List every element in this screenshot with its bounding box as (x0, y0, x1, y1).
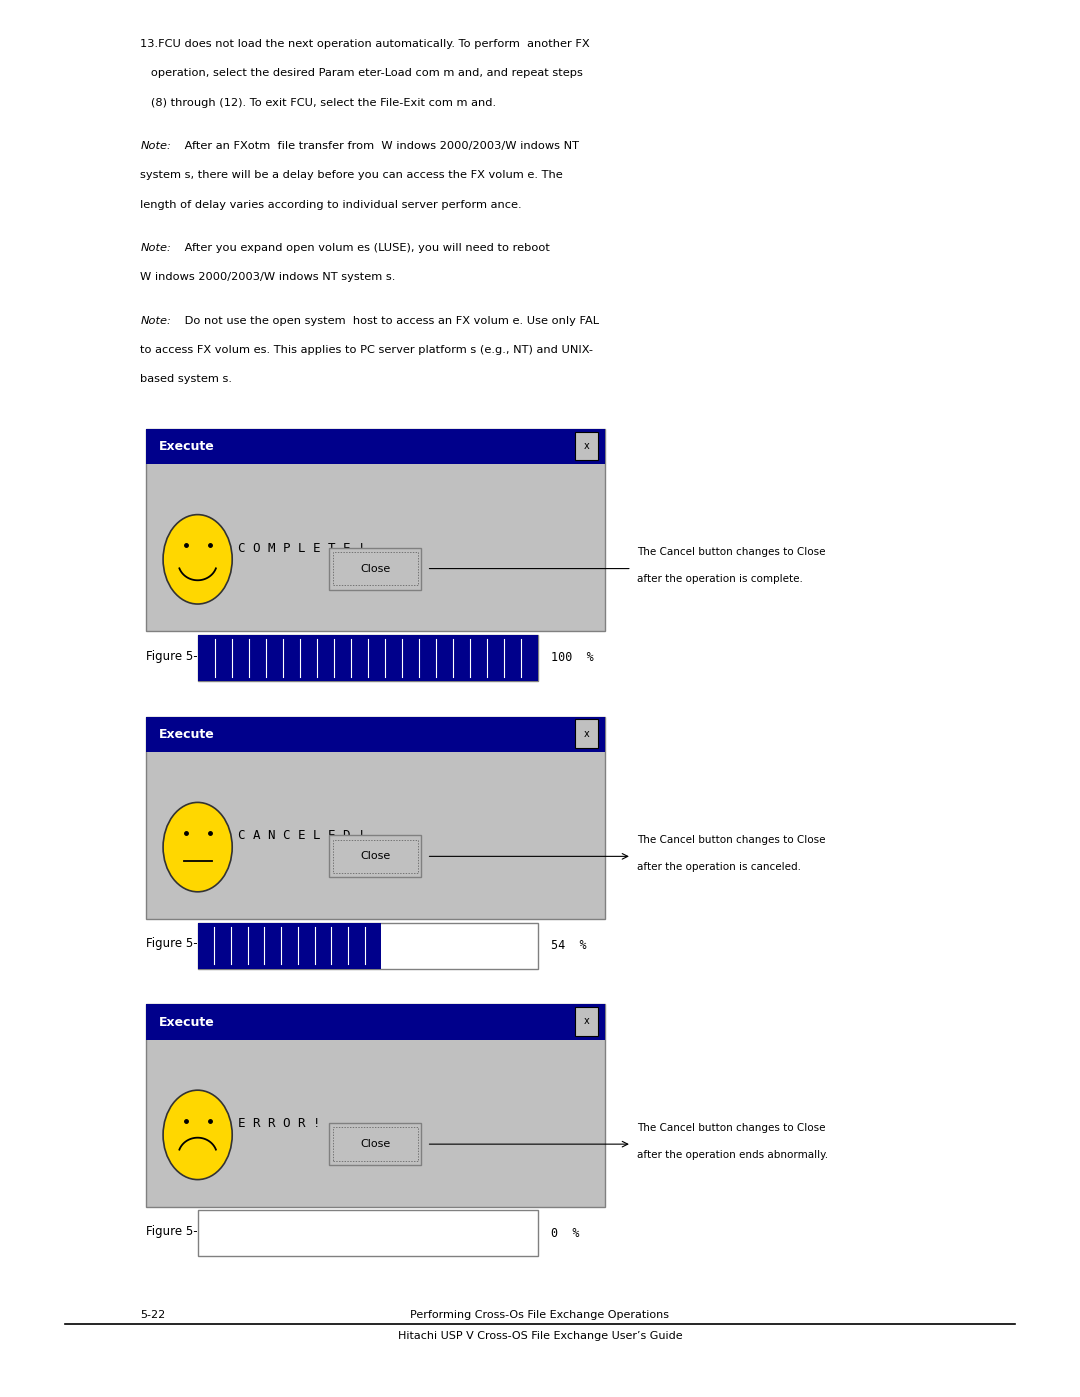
Text: length of delay varies according to individual server perform ance.: length of delay varies according to indi… (140, 200, 522, 210)
FancyBboxPatch shape (198, 922, 538, 968)
Circle shape (163, 1090, 232, 1179)
Text: 100  %: 100 % (551, 651, 594, 665)
Text: Execute: Execute (159, 728, 215, 740)
FancyBboxPatch shape (146, 1004, 605, 1207)
Text: after the operation is canceled.: after the operation is canceled. (637, 862, 801, 872)
FancyBboxPatch shape (198, 634, 538, 680)
FancyBboxPatch shape (575, 1007, 598, 1035)
Circle shape (163, 802, 232, 891)
Text: to access FX volum es. This applies to PC server platform s (e.g., NT) and UNIX-: to access FX volum es. This applies to P… (140, 345, 593, 355)
Text: operation, select the desired Param eter-Load com m and, and repeat steps: operation, select the desired Param eter… (140, 68, 583, 78)
FancyBboxPatch shape (329, 835, 421, 877)
Text: After an FXotm  file transfer from  W indows 2000/2003/W indows NT: After an FXotm file transfer from W indo… (181, 141, 580, 151)
Text: The Cancel button changes to Close: The Cancel button changes to Close (637, 548, 826, 557)
FancyBboxPatch shape (198, 1210, 538, 1256)
FancyBboxPatch shape (146, 717, 605, 919)
Text: C A N C E L E D !: C A N C E L E D ! (238, 830, 365, 842)
Text: x: x (583, 441, 590, 451)
Text: Close: Close (360, 563, 391, 574)
FancyBboxPatch shape (146, 1004, 605, 1039)
Text: The Cancel button changes to Close: The Cancel button changes to Close (637, 1123, 826, 1133)
Text: Note:: Note: (140, 316, 172, 326)
FancyBboxPatch shape (146, 429, 605, 631)
Text: C O M P L E T E !: C O M P L E T E ! (238, 542, 365, 555)
Text: after the operation ends abnormally.: after the operation ends abnormally. (637, 1150, 828, 1160)
FancyBboxPatch shape (198, 634, 538, 680)
Text: E R R O R !: E R R O R ! (238, 1118, 320, 1130)
Circle shape (163, 514, 232, 604)
FancyBboxPatch shape (146, 429, 605, 464)
Text: Close: Close (360, 851, 391, 862)
Text: The Cancel button changes to Close: The Cancel button changes to Close (637, 835, 826, 845)
Text: Note:: Note: (140, 141, 172, 151)
Text: 5-22: 5-22 (140, 1310, 165, 1320)
FancyBboxPatch shape (329, 548, 421, 590)
Text: Execute: Execute (159, 440, 215, 453)
Text: 54  %: 54 % (551, 939, 586, 953)
Text: After you expand open volum es (LUSE), you will need to reboot: After you expand open volum es (LUSE), y… (181, 243, 551, 253)
Text: based system s.: based system s. (140, 374, 232, 384)
Text: Figure 5-8      Execute Panel Showing Canceled Operation: Figure 5-8 Execute Panel Showing Cancele… (146, 937, 485, 950)
Text: Figure 5-7      Execute Panel Showing Normal End: Figure 5-7 Execute Panel Showing Normal … (146, 650, 436, 662)
Text: 13.FCU does not load the next operation automatically. To perform  another FX: 13.FCU does not load the next operation … (140, 39, 590, 49)
FancyBboxPatch shape (146, 717, 605, 752)
Text: Hitachi USP V Cross-OS File Exchange User’s Guide: Hitachi USP V Cross-OS File Exchange Use… (397, 1331, 683, 1341)
Text: Figure 5-9      Execute Panel Showing Error End: Figure 5-9 Execute Panel Showing Error E… (146, 1225, 422, 1238)
Text: Performing Cross-Os File Exchange Operations: Performing Cross-Os File Exchange Operat… (410, 1310, 670, 1320)
FancyBboxPatch shape (575, 719, 598, 747)
Text: 0  %: 0 % (551, 1227, 579, 1241)
Text: after the operation is complete.: after the operation is complete. (637, 574, 804, 584)
Text: Close: Close (360, 1139, 391, 1150)
Text: (8) through (12). To exit FCU, select the File-Exit com m and.: (8) through (12). To exit FCU, select th… (140, 98, 497, 108)
Text: W indows 2000/2003/W indows NT system s.: W indows 2000/2003/W indows NT system s. (140, 272, 395, 282)
FancyBboxPatch shape (329, 1123, 421, 1165)
Text: Execute: Execute (159, 1016, 215, 1028)
FancyBboxPatch shape (575, 432, 598, 460)
Text: Do not use the open system  host to access an FX volum e. Use only FAL: Do not use the open system host to acces… (181, 316, 599, 326)
Text: x: x (583, 729, 590, 739)
Text: x: x (583, 1017, 590, 1027)
Text: system s, there will be a delay before you can access the FX volum e. The: system s, there will be a delay before y… (140, 170, 563, 180)
Text: Note:: Note: (140, 243, 172, 253)
FancyBboxPatch shape (198, 922, 381, 968)
